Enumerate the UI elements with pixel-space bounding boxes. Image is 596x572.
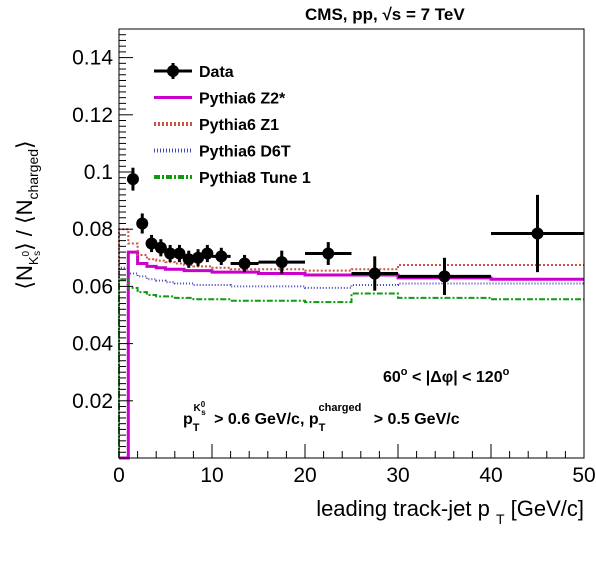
data-point (154, 239, 167, 257)
y-tick-label: 0.04 (72, 333, 113, 356)
data-point (230, 254, 259, 273)
y-tick-label: 0.1 (84, 161, 113, 184)
data-points-layer (126, 167, 584, 295)
legend-entry: Pythia6 Z2* (154, 91, 286, 108)
x-tick-label: 40 (479, 464, 502, 487)
x-tick-label: 0 (113, 464, 125, 487)
data-marker (215, 250, 228, 263)
plot-frame (118, 28, 585, 459)
data-marker (238, 257, 251, 270)
y-tick-label: 0.14 (72, 47, 113, 70)
x-tick-label: 10 (200, 464, 223, 487)
legend-entry: Data (154, 63, 234, 81)
data-point (136, 213, 149, 234)
legend-label: Pythia6 Z1 (199, 117, 279, 134)
data-marker (531, 227, 544, 240)
data-marker (136, 217, 149, 230)
legend-swatch-marker (167, 65, 179, 77)
data-point (145, 234, 158, 253)
y-tick-label: 0.08 (72, 218, 113, 241)
data-point (192, 249, 205, 267)
legend-entry: Pythia6 Z1 (154, 117, 279, 134)
data-marker (201, 247, 214, 260)
series-line-3 (118, 278, 584, 458)
data-marker (182, 253, 195, 266)
y-axis-title: ⟨NK0s⟩ / ⟨Ncharged⟩ (12, 140, 43, 289)
data-point (201, 244, 214, 263)
y-tick-label: 0.02 (72, 390, 113, 413)
data-marker (164, 247, 177, 260)
y-tick-label: 0.06 (72, 275, 113, 298)
data-point (182, 250, 195, 268)
legend-label: Data (199, 64, 234, 81)
data-marker (126, 173, 139, 186)
data-marker (145, 237, 158, 250)
legend-label: Pythia8 Tune 1 (199, 170, 311, 187)
data-marker (322, 247, 335, 260)
data-point (173, 244, 186, 263)
x-tick-label: 50 (572, 464, 595, 487)
data-point (164, 244, 177, 263)
chart-header: CMS, pp, √s = 7 TeV (305, 5, 465, 24)
data-point (212, 247, 231, 265)
x-tick-label: 20 (293, 464, 316, 487)
annotation-angle: 60o < |Δφ| < 120o (383, 366, 510, 386)
y-tick-label: 0.12 (72, 104, 113, 127)
data-marker (192, 251, 205, 264)
data-point (258, 250, 305, 274)
data-marker (438, 270, 451, 283)
data-marker (173, 247, 186, 260)
data-point (305, 242, 352, 265)
legend-label: Pythia6 D6T (199, 144, 291, 161)
data-marker (154, 241, 167, 254)
data-point (351, 256, 398, 291)
svg-text:⟨NK0s⟩ / ⟨Ncharged⟩: ⟨NK0s⟩ / ⟨Ncharged⟩ (12, 140, 43, 289)
data-point (491, 194, 584, 273)
legend: Data Pythia6 Z2* Pythia6 Z1 Pythia6 D6T Pyth… (154, 63, 311, 187)
data-marker (368, 267, 381, 280)
legend-label: Pythia6 Z2* (199, 91, 286, 108)
data-marker (275, 256, 288, 269)
legend-entry: Pythia8 Tune 1 (154, 170, 311, 187)
axis-layer: 0 10 20 30 40 50 0.02 0.04 0.06 0.08 0.1 0.12 0.14 (72, 34, 596, 487)
series-line-2 (118, 266, 584, 458)
x-tick-label: 30 (386, 464, 409, 487)
legend-entry: Pythia6 D6T (154, 144, 291, 161)
data-point (398, 257, 491, 295)
